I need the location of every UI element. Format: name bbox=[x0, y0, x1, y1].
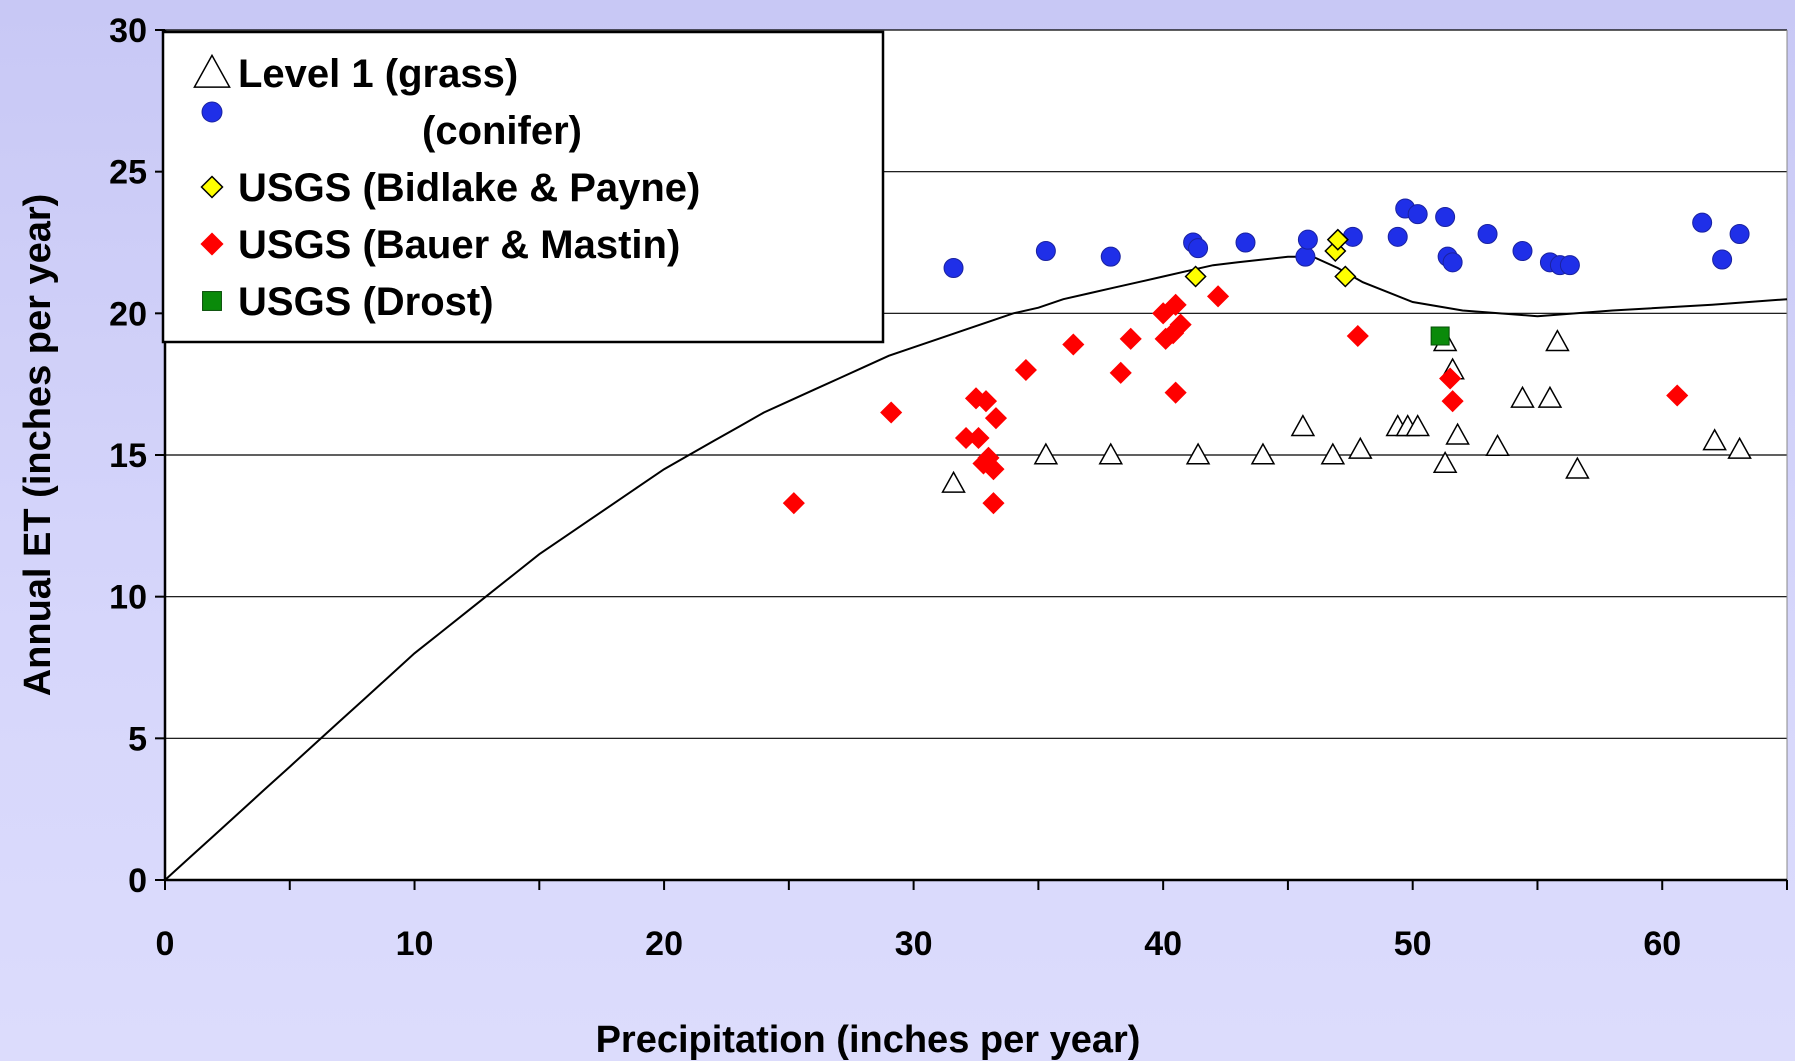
data-point bbox=[1441, 390, 1464, 413]
data-point bbox=[1477, 224, 1498, 244]
x-axis-title: Precipitation (inches per year) bbox=[596, 1019, 1141, 1061]
data-point bbox=[1435, 207, 1456, 227]
data-point bbox=[1109, 361, 1132, 384]
x-tick-label: 0 bbox=[156, 925, 175, 963]
y-tick-label: 30 bbox=[109, 12, 147, 50]
data-point bbox=[1485, 433, 1510, 457]
fit-curve-line bbox=[164, 255, 1788, 881]
legend-label: (conifer) bbox=[422, 109, 582, 153]
data-point bbox=[1295, 246, 1316, 267]
series-group bbox=[943, 198, 1750, 278]
data-point bbox=[1405, 414, 1430, 437]
y-tick-label: 25 bbox=[109, 154, 147, 192]
data-point bbox=[1342, 226, 1363, 247]
data-point bbox=[1712, 249, 1733, 270]
data-point bbox=[974, 390, 998, 413]
data-points bbox=[782, 198, 1752, 515]
data-point bbox=[1407, 204, 1428, 225]
data-point bbox=[1188, 238, 1209, 259]
data-point bbox=[1348, 436, 1373, 459]
legend-label: Level 1 (grass) bbox=[238, 52, 518, 96]
data-point bbox=[1445, 422, 1470, 445]
data-point bbox=[1119, 327, 1142, 350]
y-tick-label: 10 bbox=[109, 579, 147, 617]
data-point bbox=[1346, 324, 1369, 348]
data-point bbox=[1297, 229, 1318, 250]
axes: 0 5 10 15 20 25 30 0 10 20 30 40 50 60 bbox=[109, 12, 1788, 963]
data-point bbox=[1169, 313, 1192, 336]
y-tick-label: 15 bbox=[109, 437, 147, 475]
data-point bbox=[1164, 381, 1187, 404]
x-tick-label: 30 bbox=[895, 925, 933, 963]
y-tick-label: 20 bbox=[109, 295, 147, 333]
data-point bbox=[782, 492, 805, 515]
legend-label: USGS (Drost) bbox=[238, 280, 494, 324]
series-group bbox=[1430, 326, 1450, 346]
data-point bbox=[1326, 228, 1349, 251]
data-point bbox=[880, 401, 903, 424]
y-tick-label: 0 bbox=[128, 862, 147, 900]
data-point bbox=[982, 492, 1005, 515]
series-group bbox=[782, 285, 1689, 515]
data-point bbox=[982, 458, 1005, 481]
y-axis-title: Annual ET (inches per year) bbox=[17, 194, 59, 697]
x-tick-label: 60 bbox=[1643, 925, 1681, 963]
data-point bbox=[1510, 385, 1535, 408]
data-point bbox=[1235, 232, 1256, 253]
x-tick-label: 40 bbox=[1144, 925, 1182, 963]
data-point bbox=[1206, 285, 1230, 308]
data-point bbox=[1290, 414, 1316, 437]
legend-marker bbox=[200, 175, 224, 199]
data-point bbox=[1098, 442, 1124, 465]
data-point bbox=[1033, 442, 1059, 465]
series-group bbox=[941, 329, 1752, 493]
data-point bbox=[1320, 442, 1346, 465]
data-point bbox=[1692, 212, 1713, 233]
legend-marker bbox=[201, 101, 223, 123]
legend-marker bbox=[202, 291, 222, 311]
data-point bbox=[1545, 329, 1570, 352]
legend-label: USGS (Bauer & Mastin) bbox=[238, 223, 680, 267]
data-point bbox=[1185, 442, 1211, 465]
fitted-curve bbox=[164, 255, 1788, 881]
data-point bbox=[1035, 241, 1056, 261]
legend-marker bbox=[193, 53, 231, 88]
data-point bbox=[1729, 224, 1750, 244]
legend-box bbox=[161, 30, 885, 344]
data-point bbox=[1432, 450, 1458, 474]
data-point bbox=[1387, 226, 1408, 247]
x-tick-label: 50 bbox=[1394, 925, 1432, 963]
data-point bbox=[984, 407, 1008, 430]
data-point bbox=[1559, 255, 1580, 276]
legend-label: USGS (Bidlake & Payne) bbox=[238, 166, 700, 210]
legend: Level 1 (grass) (conifer) USGS (Bidlake & … bbox=[161, 30, 885, 344]
data-point bbox=[941, 470, 966, 493]
data-point bbox=[1062, 333, 1085, 356]
data-point bbox=[1702, 428, 1727, 451]
data-point bbox=[1100, 246, 1121, 267]
data-point bbox=[1250, 442, 1276, 465]
data-point bbox=[1537, 385, 1563, 408]
data-point bbox=[943, 258, 964, 278]
data-point bbox=[1439, 367, 1462, 390]
data-point bbox=[1666, 384, 1689, 407]
x-tick-label: 20 bbox=[645, 925, 683, 963]
data-point bbox=[1430, 326, 1450, 346]
data-point bbox=[1442, 252, 1463, 273]
data-point bbox=[1014, 358, 1037, 382]
series-group bbox=[1184, 228, 1357, 288]
data-point bbox=[1184, 265, 1207, 288]
data-point bbox=[967, 426, 990, 450]
data-point bbox=[1164, 293, 1187, 316]
legend-marker bbox=[200, 232, 224, 256]
data-point bbox=[1334, 265, 1357, 288]
y-tick-label: 5 bbox=[128, 720, 147, 758]
data-point bbox=[1512, 241, 1533, 261]
data-point bbox=[1727, 436, 1752, 459]
data-point bbox=[1565, 456, 1590, 479]
x-tick-label: 10 bbox=[396, 925, 434, 963]
